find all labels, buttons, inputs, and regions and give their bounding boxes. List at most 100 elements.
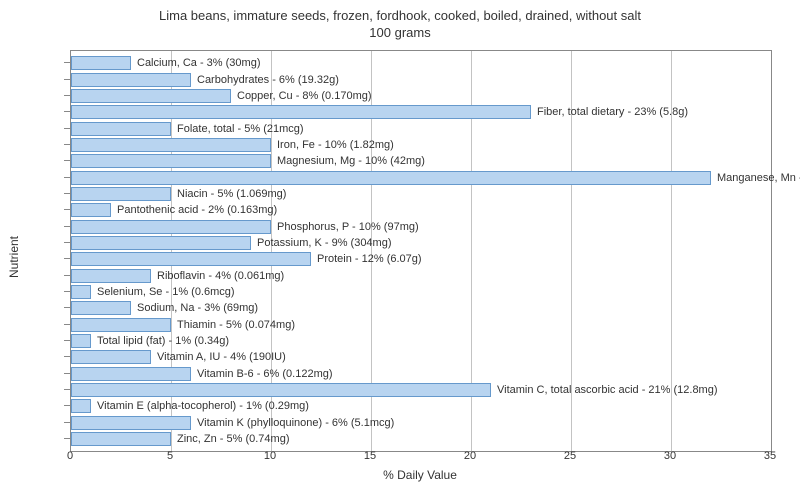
bar-label: Potassium, K - 9% (304mg) bbox=[251, 236, 392, 250]
y-tick-mark bbox=[64, 79, 70, 80]
bar-label: Vitamin A, IU - 4% (190IU) bbox=[151, 350, 286, 364]
bar-label: Carbohydrates - 6% (19.32g) bbox=[191, 73, 339, 87]
y-tick-mark bbox=[64, 177, 70, 178]
x-tick-label: 15 bbox=[364, 450, 376, 462]
x-tick-label: 35 bbox=[764, 450, 776, 462]
bar bbox=[71, 383, 491, 397]
bar-label: Folate, total - 5% (21mcg) bbox=[171, 122, 304, 136]
bar-row: Protein - 12% (6.07g) bbox=[71, 252, 771, 266]
chart-title: Lima beans, immature seeds, frozen, ford… bbox=[0, 0, 800, 42]
x-tick-label: 0 bbox=[67, 450, 73, 462]
bar bbox=[71, 220, 271, 234]
bar-label: Selenium, Se - 1% (0.6mcg) bbox=[91, 285, 235, 299]
bar bbox=[71, 367, 191, 381]
y-tick-mark bbox=[64, 242, 70, 243]
y-tick-mark bbox=[64, 422, 70, 423]
bar bbox=[71, 171, 711, 185]
x-tick-label: 10 bbox=[264, 450, 276, 462]
x-tick-label: 20 bbox=[464, 450, 476, 462]
bar-label: Total lipid (fat) - 1% (0.34g) bbox=[91, 334, 229, 348]
y-tick-mark bbox=[64, 340, 70, 341]
y-tick-mark bbox=[64, 111, 70, 112]
bar bbox=[71, 187, 171, 201]
bar-label: Calcium, Ca - 3% (30mg) bbox=[131, 56, 260, 70]
bar-row: Folate, total - 5% (21mcg) bbox=[71, 122, 771, 136]
bar-row: Sodium, Na - 3% (69mg) bbox=[71, 301, 771, 315]
bar-row: Selenium, Se - 1% (0.6mcg) bbox=[71, 285, 771, 299]
y-tick-mark bbox=[64, 291, 70, 292]
y-tick-mark bbox=[64, 389, 70, 390]
bar bbox=[71, 154, 271, 168]
x-axis: % Daily Value 05101520253035 bbox=[70, 450, 770, 480]
y-tick-mark bbox=[64, 209, 70, 210]
y-tick-mark bbox=[64, 128, 70, 129]
y-tick-mark bbox=[64, 438, 70, 439]
bar-row: Vitamin B-6 - 6% (0.122mg) bbox=[71, 367, 771, 381]
plot-area: Calcium, Ca - 3% (30mg) Carbohydrates - 6… bbox=[70, 50, 772, 452]
bar-row: Carbohydrates - 6% (19.32g) bbox=[71, 73, 771, 87]
bar-label: Copper, Cu - 8% (0.170mg) bbox=[231, 89, 372, 103]
bar bbox=[71, 334, 91, 348]
bar bbox=[71, 399, 91, 413]
bar bbox=[71, 432, 171, 446]
bar-label: Niacin - 5% (1.069mg) bbox=[171, 187, 286, 201]
bar-label: Zinc, Zn - 5% (0.74mg) bbox=[171, 432, 289, 446]
title-line-1: Lima beans, immature seeds, frozen, ford… bbox=[159, 8, 641, 23]
nutrient-chart: Lima beans, immature seeds, frozen, ford… bbox=[0, 0, 800, 500]
bar-row: Riboflavin - 4% (0.061mg) bbox=[71, 269, 771, 283]
bar-row: Phosphorus, P - 10% (97mg) bbox=[71, 220, 771, 234]
y-tick-mark bbox=[64, 258, 70, 259]
bar bbox=[71, 73, 191, 87]
bar-label: Magnesium, Mg - 10% (42mg) bbox=[271, 154, 425, 168]
y-tick-mark bbox=[64, 307, 70, 308]
bar-label: Iron, Fe - 10% (1.82mg) bbox=[271, 138, 394, 152]
bar-row: Vitamin E (alpha-tocopherol) - 1% (0.29m… bbox=[71, 399, 771, 413]
bar bbox=[71, 122, 171, 136]
bar-row: Fiber, total dietary - 23% (5.8g) bbox=[71, 105, 771, 119]
bar-row: Thiamin - 5% (0.074mg) bbox=[71, 318, 771, 332]
bar bbox=[71, 236, 251, 250]
bar bbox=[71, 318, 171, 332]
bar-row: Vitamin A, IU - 4% (190IU) bbox=[71, 350, 771, 364]
bar-label: Protein - 12% (6.07g) bbox=[311, 252, 422, 266]
y-tick-mark bbox=[64, 324, 70, 325]
y-tick-mark bbox=[64, 226, 70, 227]
bar bbox=[71, 89, 231, 103]
bar-label: Vitamin K (phylloquinone) - 6% (5.1mcg) bbox=[191, 416, 394, 430]
x-tick-label: 30 bbox=[664, 450, 676, 462]
y-tick-mark bbox=[64, 373, 70, 374]
bar-row: Iron, Fe - 10% (1.82mg) bbox=[71, 138, 771, 152]
bar bbox=[71, 350, 151, 364]
bar-label: Vitamin B-6 - 6% (0.122mg) bbox=[191, 367, 333, 381]
bar-label: Vitamin E (alpha-tocopherol) - 1% (0.29m… bbox=[91, 399, 309, 413]
bar-label: Fiber, total dietary - 23% (5.8g) bbox=[531, 105, 688, 119]
bar bbox=[71, 285, 91, 299]
y-tick-mark bbox=[64, 62, 70, 63]
bar-label: Thiamin - 5% (0.074mg) bbox=[171, 318, 295, 332]
y-tick-mark bbox=[64, 356, 70, 357]
y-tick-mark bbox=[64, 95, 70, 96]
bar bbox=[71, 105, 531, 119]
title-line-2: 100 grams bbox=[369, 25, 430, 40]
bar-row: Vitamin C, total ascorbic acid - 21% (12… bbox=[71, 383, 771, 397]
bar-label: Riboflavin - 4% (0.061mg) bbox=[151, 269, 284, 283]
bar-row: Total lipid (fat) - 1% (0.34g) bbox=[71, 334, 771, 348]
bar-label: Vitamin C, total ascorbic acid - 21% (12… bbox=[491, 383, 718, 397]
bar-row: Manganese, Mn - 32% (0.648mg) bbox=[71, 171, 771, 185]
bar-label: Manganese, Mn - 32% (0.648mg) bbox=[711, 171, 800, 185]
bar-row: Potassium, K - 9% (304mg) bbox=[71, 236, 771, 250]
bar-row: Magnesium, Mg - 10% (42mg) bbox=[71, 154, 771, 168]
bar bbox=[71, 138, 271, 152]
bar-row: Pantothenic acid - 2% (0.163mg) bbox=[71, 203, 771, 217]
bar bbox=[71, 252, 311, 266]
y-tick-mark bbox=[64, 275, 70, 276]
x-tick-label: 5 bbox=[167, 450, 173, 462]
bar bbox=[71, 416, 191, 430]
y-tick-mark bbox=[64, 160, 70, 161]
bar-row: Copper, Cu - 8% (0.170mg) bbox=[71, 89, 771, 103]
bar-row: Vitamin K (phylloquinone) - 6% (5.1mcg) bbox=[71, 416, 771, 430]
y-axis-label: Nutrient bbox=[7, 236, 21, 278]
bar bbox=[71, 56, 131, 70]
x-tick-label: 25 bbox=[564, 450, 576, 462]
bar bbox=[71, 269, 151, 283]
